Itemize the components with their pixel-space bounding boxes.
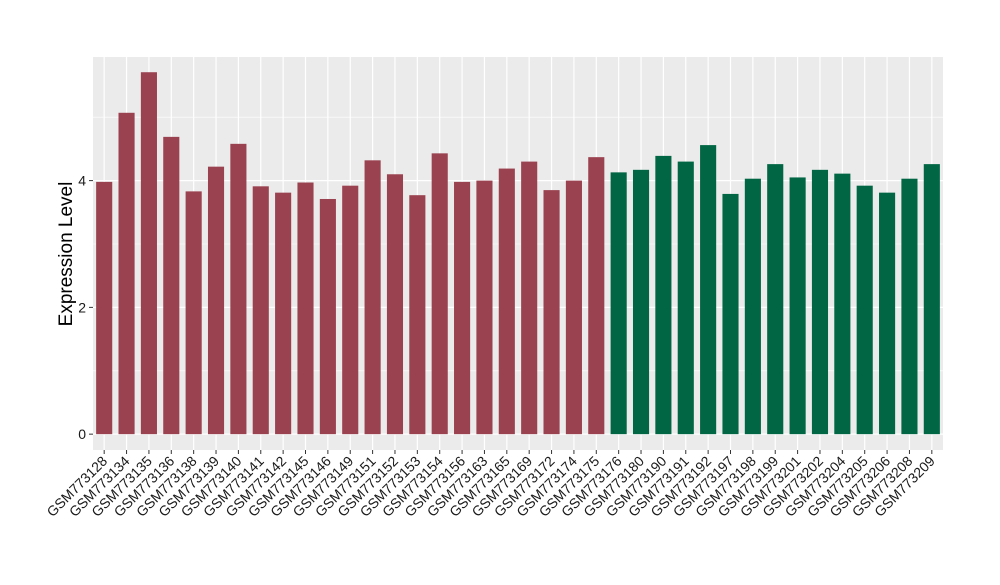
bar-GSM773174 <box>565 180 582 435</box>
bar-GSM773175 <box>588 157 605 435</box>
bar-GSM773180 <box>632 169 650 435</box>
bar-GSM773152 <box>386 174 404 435</box>
bar-GSM773209 <box>923 164 940 435</box>
bar-GSM773135 <box>140 72 157 435</box>
bar-GSM773153 <box>409 195 426 435</box>
bar-GSM773191 <box>677 161 694 435</box>
y-tick-label: 4 <box>78 173 86 189</box>
bar-GSM773202 <box>811 169 829 435</box>
bar-GSM773192 <box>700 145 717 435</box>
bar-GSM773154 <box>431 153 448 435</box>
bar-GSM773201 <box>789 177 806 435</box>
bar-GSM773149 <box>342 185 359 435</box>
bar-GSM773156 <box>454 181 471 435</box>
bar-GSM773139 <box>207 166 225 435</box>
bar-GSM773134 <box>118 112 135 435</box>
bar-GSM773190 <box>655 155 672 435</box>
bar-GSM773169 <box>521 161 538 435</box>
bar-GSM773146 <box>319 198 336 435</box>
bar-GSM773142 <box>275 192 292 435</box>
y-axis-label: Expression Level <box>56 182 77 327</box>
bar-GSM773198 <box>744 178 761 435</box>
bar-GSM773206 <box>879 192 896 435</box>
y-tick-label: 2 <box>78 299 86 315</box>
bar-GSM773151 <box>364 160 381 435</box>
y-axis: 0 2 4 <box>78 173 93 442</box>
bar-GSM773145 <box>297 182 314 435</box>
bar-GSM773163 <box>476 180 493 435</box>
x-axis: GSM773128GSM773134GSM773135GSM773136GSM7… <box>43 450 938 520</box>
bar-GSM773176 <box>610 172 627 435</box>
bar-GSM773172 <box>543 190 560 435</box>
bar-GSM773199 <box>767 164 784 435</box>
bar-GSM773140 <box>230 143 247 435</box>
bar-GSM773165 <box>498 168 515 435</box>
bar-GSM773204 <box>834 173 851 435</box>
bar-GSM773138 <box>185 191 202 435</box>
bar-GSM773197 <box>722 193 739 435</box>
bar-GSM773136 <box>163 136 180 435</box>
bar-GSM773205 <box>856 185 873 435</box>
y-tick-label: 0 <box>78 426 86 442</box>
bar-GSM773208 <box>901 178 918 435</box>
bar-GSM773141 <box>252 186 269 435</box>
bar-GSM773128 <box>96 181 113 435</box>
bars <box>96 72 940 435</box>
